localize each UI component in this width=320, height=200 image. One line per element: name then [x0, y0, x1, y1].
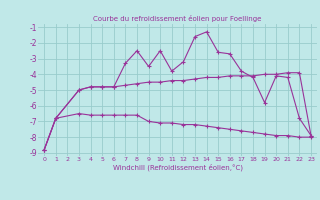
Title: Courbe du refroidissement éolien pour Foellinge: Courbe du refroidissement éolien pour Fo… — [93, 15, 262, 22]
X-axis label: Windchill (Refroidissement éolien,°C): Windchill (Refroidissement éolien,°C) — [113, 164, 243, 171]
